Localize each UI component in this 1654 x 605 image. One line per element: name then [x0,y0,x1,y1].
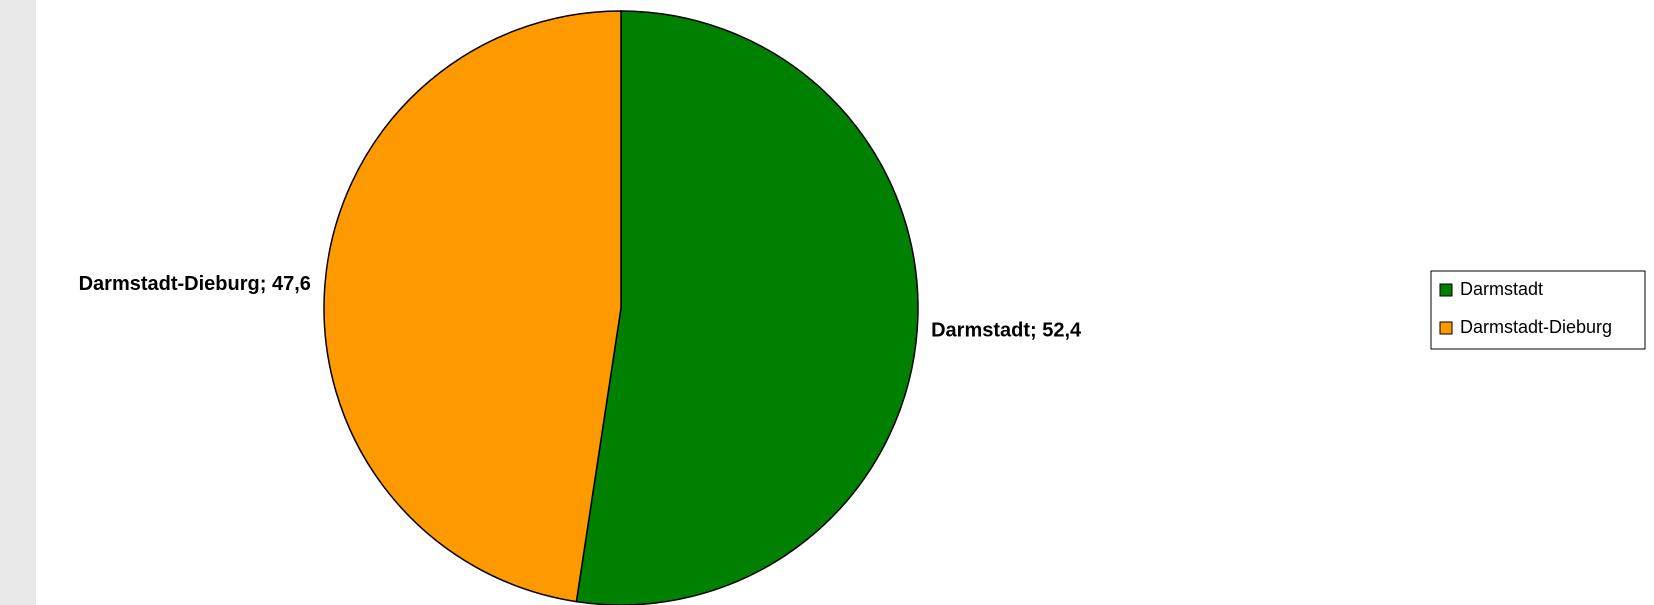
legend-swatch [1439,283,1453,297]
legend-label: Darmstadt [1460,279,1543,299]
legend-swatch [1439,321,1453,335]
pie-slice [575,10,919,605]
data-label: Darmstadt; 52,4 [931,320,1082,342]
data-label: Darmstadt-Dieburg; 47,6 [79,273,311,295]
legend-label: Darmstadt-Dieburg [1460,317,1612,337]
pie-slice [323,10,622,603]
side-strip [0,0,36,605]
legend-box [1430,270,1646,350]
